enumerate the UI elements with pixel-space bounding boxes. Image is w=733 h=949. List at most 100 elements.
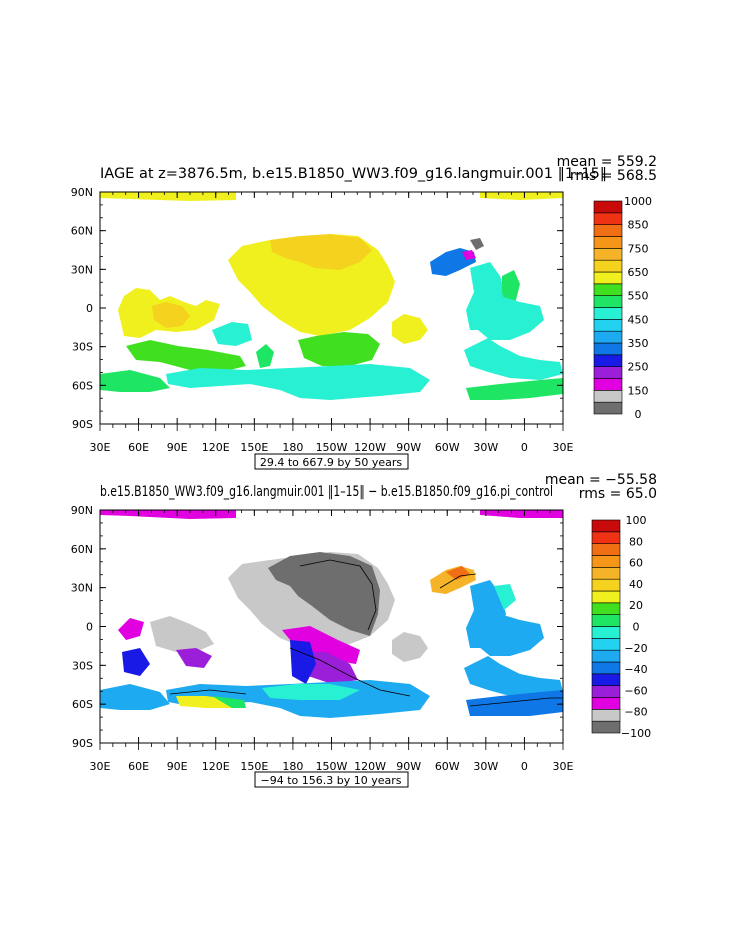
x-tick-label: 60W	[435, 441, 460, 454]
y-tick-label: 60S	[72, 379, 93, 392]
y-tick-label: 90N	[71, 186, 93, 199]
panel-1-contour-info: 29.4 to 667.9 by 50 years	[260, 456, 403, 469]
panel-1-map	[99, 191, 564, 425]
y-tick-label: 60N	[71, 543, 93, 556]
indian-grey	[150, 616, 214, 652]
x-tick-label: 60E	[128, 441, 149, 454]
x-tick-label: 120E	[202, 760, 230, 773]
x-tick-label: 90E	[167, 441, 188, 454]
south-atlantic-green	[466, 378, 563, 400]
south-pacific-green	[298, 332, 380, 366]
arctic-region-east	[480, 510, 563, 518]
legend-swatch	[591, 626, 621, 639]
legend-swatch	[591, 567, 621, 580]
legend-swatch	[593, 330, 623, 344]
legend-swatch	[591, 531, 621, 544]
southern-green	[100, 370, 170, 392]
legend-swatch	[593, 236, 623, 249]
australia-green	[256, 344, 274, 368]
y-tick-label: 60N	[71, 225, 93, 238]
panel-1-rms: rms = 568.5	[570, 168, 657, 184]
x-tick-label: 60W	[435, 760, 460, 773]
southern-cyan	[262, 684, 360, 700]
legend-swatch	[591, 638, 621, 651]
panel-2-contour-box: −94 to 156.3 by 10 years	[254, 771, 409, 788]
x-tick-label: 150E	[240, 760, 268, 773]
x-tick-label: 30W	[473, 441, 498, 454]
indian-purple	[176, 648, 212, 668]
y-tick-label: 90S	[72, 418, 93, 431]
indian-cyan-west	[212, 322, 252, 346]
panel-1-contour-box: 29.4 to 667.9 by 50 years	[254, 453, 409, 470]
y-tick-label: 30S	[72, 659, 93, 672]
legend-swatch	[591, 590, 621, 604]
legend-label: 550	[628, 290, 649, 303]
indian-green	[126, 340, 246, 372]
legend-label: 650	[628, 266, 649, 279]
y-tick-label: 0	[86, 621, 93, 634]
legend-label: 850	[628, 219, 649, 232]
legend-swatch	[591, 685, 621, 698]
y-tick-label: 0	[86, 302, 93, 315]
panel-2-legend: 100 80 60 40 20 0 −20 −40 −60 −80 −100	[591, 514, 651, 740]
labrador-magenta	[462, 250, 476, 260]
legend-label: 1000	[624, 195, 652, 208]
legend-swatch	[593, 224, 623, 237]
indian-orange	[152, 302, 190, 328]
y-tick-label: 30S	[72, 341, 93, 354]
atlantic-cyan-south	[478, 296, 544, 340]
arctic-grey	[470, 238, 484, 250]
legend-label: 80	[629, 535, 643, 548]
x-tick-label: 150W	[316, 441, 348, 454]
panel-2-rms: rms = 65.0	[579, 486, 657, 502]
legend-label: −40	[624, 663, 647, 676]
legend-swatch	[593, 212, 623, 225]
legend-label: −100	[621, 727, 651, 740]
panel-2-map	[99, 509, 564, 744]
panel-2-contour-info: −94 to 156.3 by 10 years	[261, 774, 402, 787]
legend-swatch	[593, 401, 623, 415]
panel-1-title: IAGE at z=3876.5m, b.e15.B1850_WW3.f09_g…	[100, 166, 607, 182]
contour-line	[439, 573, 477, 589]
x-tick-label: 0	[521, 441, 528, 454]
panel-1-mean: mean = 559.2	[557, 154, 657, 170]
legend-label: 20	[629, 599, 643, 612]
legend-label: 0	[633, 621, 640, 634]
panel-2: b.e15.B1850_WW3.f09_g16.langmuir.001 ‖1–…	[71, 472, 657, 788]
legend-swatch	[591, 543, 621, 556]
x-tick-label: 90E	[167, 760, 188, 773]
legend-swatch	[593, 271, 623, 285]
atlantic-grey	[392, 632, 428, 662]
southern-cyan	[166, 364, 430, 400]
legend-swatch	[591, 673, 621, 686]
legend-label: 450	[628, 313, 649, 326]
legend-label: 60	[629, 557, 643, 570]
legend-label: 0	[635, 408, 642, 421]
atlantic-sky-blue-south	[478, 614, 544, 656]
panel-1: IAGE at z=3876.5m, b.e15.B1850_WW3.f09_g…	[71, 154, 657, 470]
legend-swatch	[593, 200, 623, 214]
atlantic-yellow	[392, 314, 428, 344]
x-tick-label: 30E	[90, 441, 111, 454]
legend-swatch	[591, 720, 621, 734]
legend-swatch	[593, 248, 623, 261]
legend-swatch	[593, 319, 623, 332]
legend-swatch	[591, 661, 621, 675]
x-tick-label: 150W	[316, 760, 348, 773]
legend-swatch	[591, 519, 621, 533]
legend-label: 750	[628, 242, 649, 255]
panel-2-title: b.e15.B1850_WW3.f09_g16.langmuir.001 ‖1–…	[100, 484, 553, 500]
x-tick-label: 90W	[396, 441, 421, 454]
legend-label: 150	[628, 384, 649, 397]
legend-swatch	[591, 602, 621, 615]
pacific-magenta	[282, 626, 360, 664]
legend-swatch	[591, 614, 621, 627]
legend-swatch	[593, 366, 623, 379]
legend-swatch	[593, 342, 623, 356]
atlantic-green	[502, 270, 520, 306]
pacific-dark-grey	[268, 552, 380, 636]
south-atlantic-sky-blue	[464, 656, 563, 698]
panel-1-axes: 90N 60N 30N 0 30S 60S 90S 30E 60E 90E 120E 150E 180 1…	[71, 186, 574, 454]
legend-label: 100	[626, 514, 647, 527]
